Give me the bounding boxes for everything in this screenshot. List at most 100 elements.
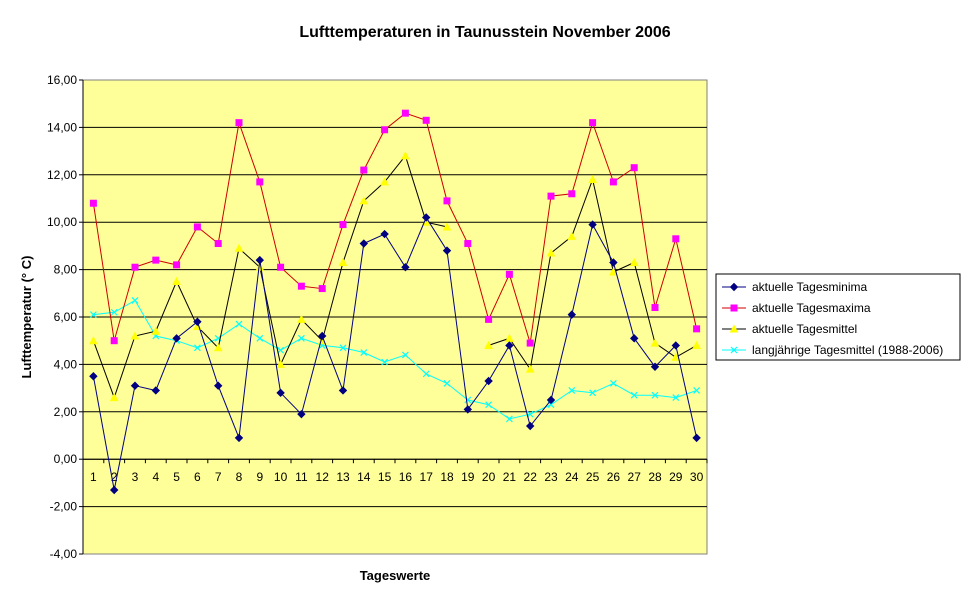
x-tick-label: 13 xyxy=(336,470,350,484)
data-point xyxy=(235,320,243,328)
data-point xyxy=(672,394,680,402)
data-point xyxy=(442,222,452,231)
data-point xyxy=(401,263,410,272)
data-point xyxy=(567,231,577,240)
x-tick-label: 15 xyxy=(378,470,392,484)
data-point xyxy=(629,334,639,343)
x-tick-label: 14 xyxy=(357,470,371,484)
data-point xyxy=(193,223,201,231)
data-point xyxy=(297,409,306,419)
chart-title: Lufttemperaturen in Taunusstein November… xyxy=(299,24,670,41)
data-point xyxy=(109,393,119,402)
data-point xyxy=(609,379,617,387)
data-point xyxy=(671,352,681,361)
data-point xyxy=(421,213,431,222)
data-point xyxy=(380,177,389,186)
data-point xyxy=(693,387,701,394)
legend-marker xyxy=(729,282,739,292)
data-point xyxy=(317,331,327,341)
series-4 xyxy=(89,296,701,423)
data-point xyxy=(339,344,347,352)
data-point xyxy=(443,197,451,205)
data-point xyxy=(588,220,597,229)
data-point xyxy=(588,174,597,184)
data-point xyxy=(505,270,513,278)
data-point xyxy=(381,126,389,134)
data-point xyxy=(173,261,181,269)
data-point xyxy=(276,359,285,368)
x-tick-label: 22 xyxy=(524,470,538,484)
legend: aktuelle Tagesminima aktuelle Tagesmaxima… xyxy=(715,273,961,361)
data-point xyxy=(276,388,285,398)
data-point xyxy=(422,116,430,124)
y-tick-label: 12,00 xyxy=(47,168,77,182)
x-tick-label: 17 xyxy=(420,470,434,484)
data-point xyxy=(650,338,660,347)
y-tick-label: 2,00 xyxy=(54,405,78,419)
legend-item: aktuelle Tagesmaxima xyxy=(722,301,871,315)
data-point xyxy=(110,337,118,345)
data-point xyxy=(193,344,201,352)
data-point xyxy=(442,246,452,255)
legend-label: langjährige Tagesmittel (1988-2006) xyxy=(752,343,943,357)
data-point xyxy=(609,178,617,186)
data-point xyxy=(360,349,368,356)
y-axis-ticks: -4,00 -2,00 0,00 2,00 4,00 6,00 8,00 10,00 12,00… xyxy=(47,73,84,561)
data-point xyxy=(256,334,264,342)
data-point xyxy=(568,387,576,394)
x-tick-label: 7 xyxy=(215,470,222,484)
data-point xyxy=(338,386,348,395)
x-tick-label: 1 xyxy=(90,470,97,484)
data-point xyxy=(693,325,701,333)
series-line xyxy=(92,112,698,344)
data-point xyxy=(651,391,659,399)
data-point xyxy=(151,326,161,335)
data-point xyxy=(567,310,577,319)
legend-item: langjährige Tagesmittel (1988-2006) xyxy=(722,343,943,357)
legend-marker xyxy=(730,304,738,312)
series-layer xyxy=(89,109,701,495)
data-point xyxy=(277,346,285,354)
data-point xyxy=(359,196,369,205)
data-point xyxy=(525,364,535,373)
x-tick-label: 9 xyxy=(256,470,263,484)
y-tick-label: 6,00 xyxy=(54,310,78,324)
x-tick-label: 8 xyxy=(236,470,243,484)
data-point xyxy=(485,401,493,409)
data-point xyxy=(546,248,556,257)
x-tick-label: 2 xyxy=(111,470,118,484)
data-point xyxy=(546,395,556,405)
y-tick-label: 0,00 xyxy=(54,452,78,466)
data-point xyxy=(256,178,264,186)
data-point xyxy=(568,190,576,198)
data-point xyxy=(214,240,222,248)
data-point xyxy=(443,379,451,387)
legend-label: aktuelle Tagesminima xyxy=(752,280,867,294)
data-point xyxy=(152,256,160,264)
x-tick-label: 19 xyxy=(461,470,475,484)
y-tick-label: 14,00 xyxy=(47,120,77,134)
data-point xyxy=(297,282,305,290)
data-point xyxy=(89,311,97,319)
x-tick-label: 18 xyxy=(440,470,454,484)
data-point xyxy=(359,239,369,248)
data-point xyxy=(131,263,139,271)
data-point xyxy=(589,389,597,397)
data-point xyxy=(672,235,680,243)
x-tick-label: 10 xyxy=(274,470,288,484)
x-tick-label: 4 xyxy=(152,470,159,484)
legend-item: aktuelle Tagesmittel xyxy=(722,322,857,336)
data-point xyxy=(629,257,639,266)
data-point xyxy=(131,296,139,304)
data-point xyxy=(213,343,223,352)
data-point xyxy=(130,381,140,390)
data-point xyxy=(525,421,535,431)
data-point xyxy=(89,372,98,381)
series-2 xyxy=(89,109,701,347)
data-point xyxy=(464,240,472,248)
x-tick-label: 28 xyxy=(648,470,662,484)
data-point xyxy=(172,334,181,343)
data-point xyxy=(401,351,409,359)
x-tick-label: 5 xyxy=(173,470,180,484)
